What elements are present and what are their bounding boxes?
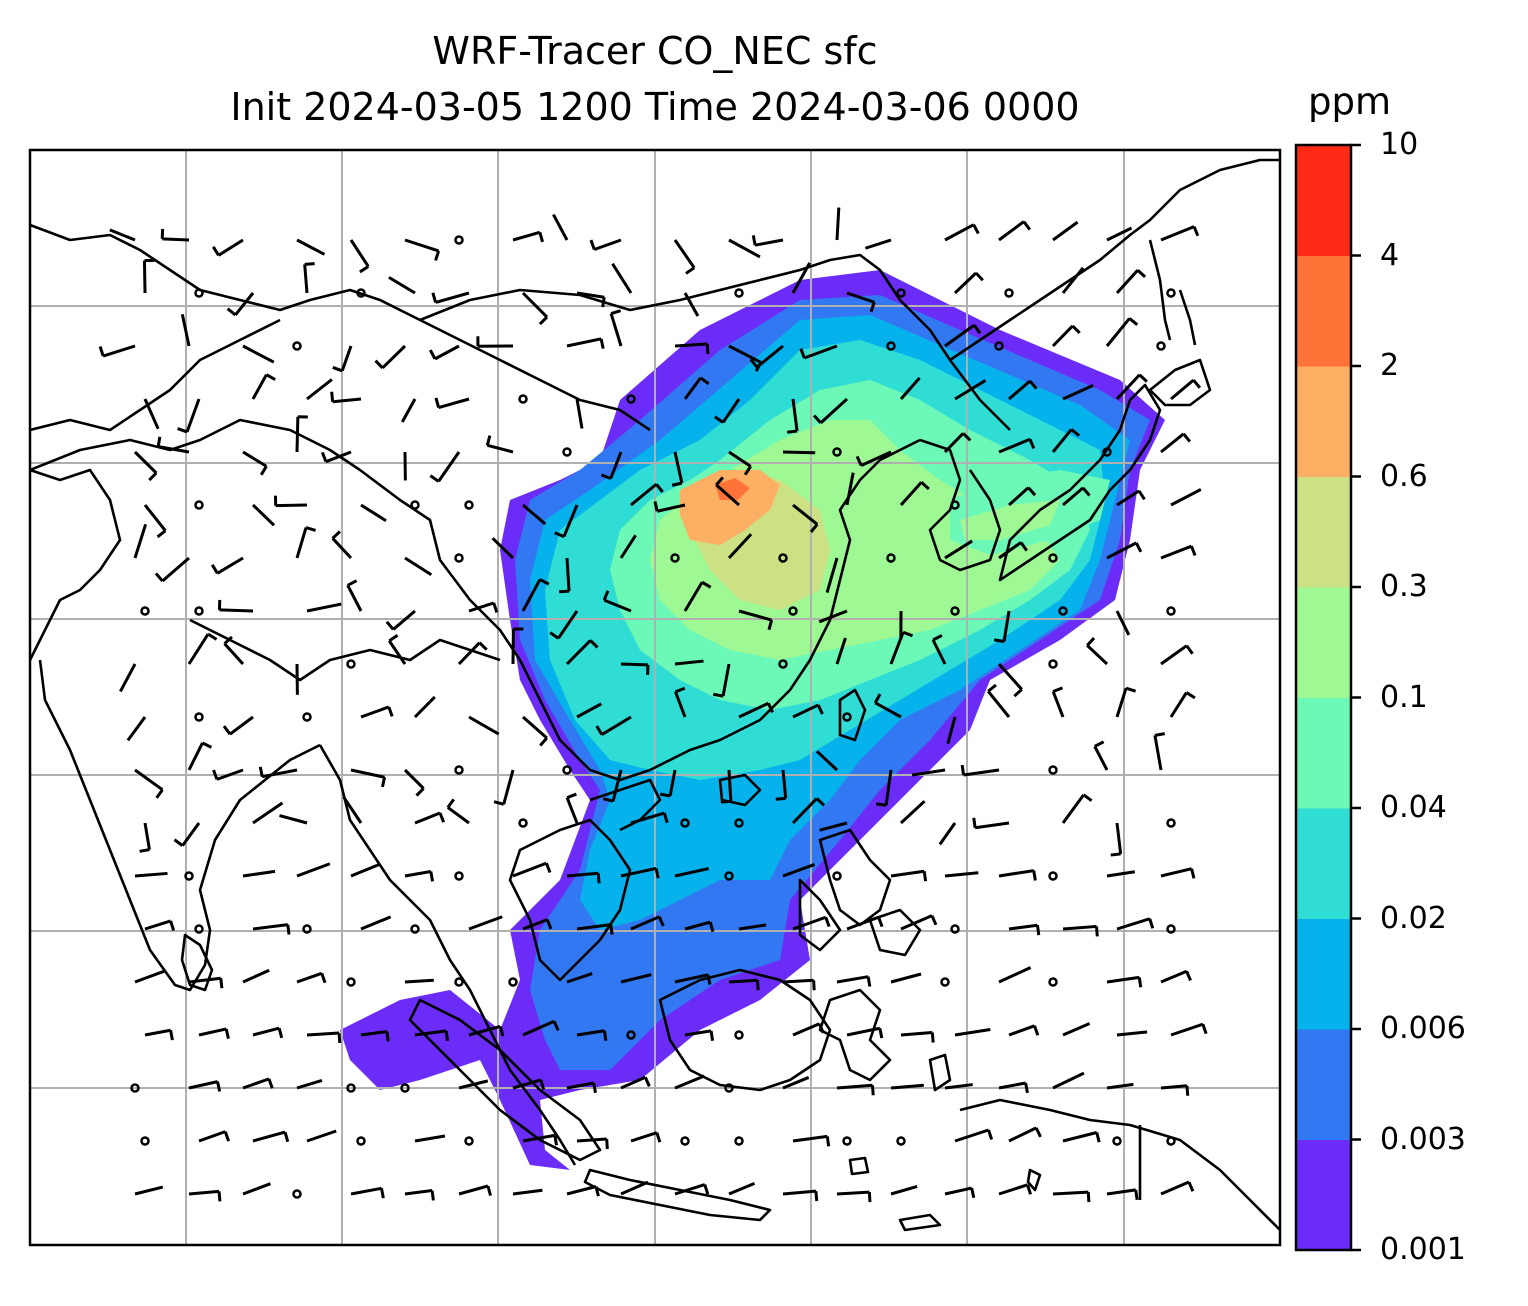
colorbar-bin bbox=[1296, 145, 1351, 256]
wind-barbs bbox=[98, 207, 1208, 1203]
colorbar-bin bbox=[1296, 1139, 1351, 1251]
colorbar-bin bbox=[1296, 918, 1351, 1030]
colorbar-tick-label: 0.04 bbox=[1380, 790, 1447, 825]
colorbar-tick-label: 2 bbox=[1380, 348, 1400, 383]
colorbar-tick-label: 0.1 bbox=[1380, 679, 1428, 715]
colorbar-tick-label: 0.6 bbox=[1380, 458, 1428, 494]
colorbar-bin bbox=[1296, 1029, 1351, 1140]
map-title-line1: WRF-Tracer CO_NEC sfc bbox=[432, 29, 878, 73]
colorbar-bin bbox=[1296, 587, 1351, 698]
colorbar-tick-label: 0.003 bbox=[1380, 1121, 1466, 1157]
colorbar-tick-label: 4 bbox=[1380, 237, 1400, 273]
colorbar-tick-label: 0.001 bbox=[1380, 1232, 1466, 1267]
colorbar-tick-label: 0.3 bbox=[1380, 569, 1428, 604]
map-title-line2: Init 2024-03-05 1200 Time 2024-03-06 000… bbox=[230, 85, 1080, 129]
colorbar-unit-label: ppm bbox=[1308, 80, 1392, 123]
colorbar bbox=[1294, 143, 1361, 1252]
map-frame bbox=[28, 148, 1282, 1247]
colorbar-bin bbox=[1296, 808, 1351, 919]
colorbar-bin bbox=[1296, 697, 1351, 809]
colorbar-bin bbox=[1296, 366, 1351, 477]
colorbar-tick-label: 10 bbox=[1380, 127, 1419, 162]
colorbar-bin bbox=[1296, 255, 1351, 367]
colorbar-tick-label: 0.006 bbox=[1380, 1011, 1466, 1046]
colorbar-tick-label: 0.02 bbox=[1380, 900, 1447, 936]
colorbar-bin bbox=[1296, 476, 1351, 588]
